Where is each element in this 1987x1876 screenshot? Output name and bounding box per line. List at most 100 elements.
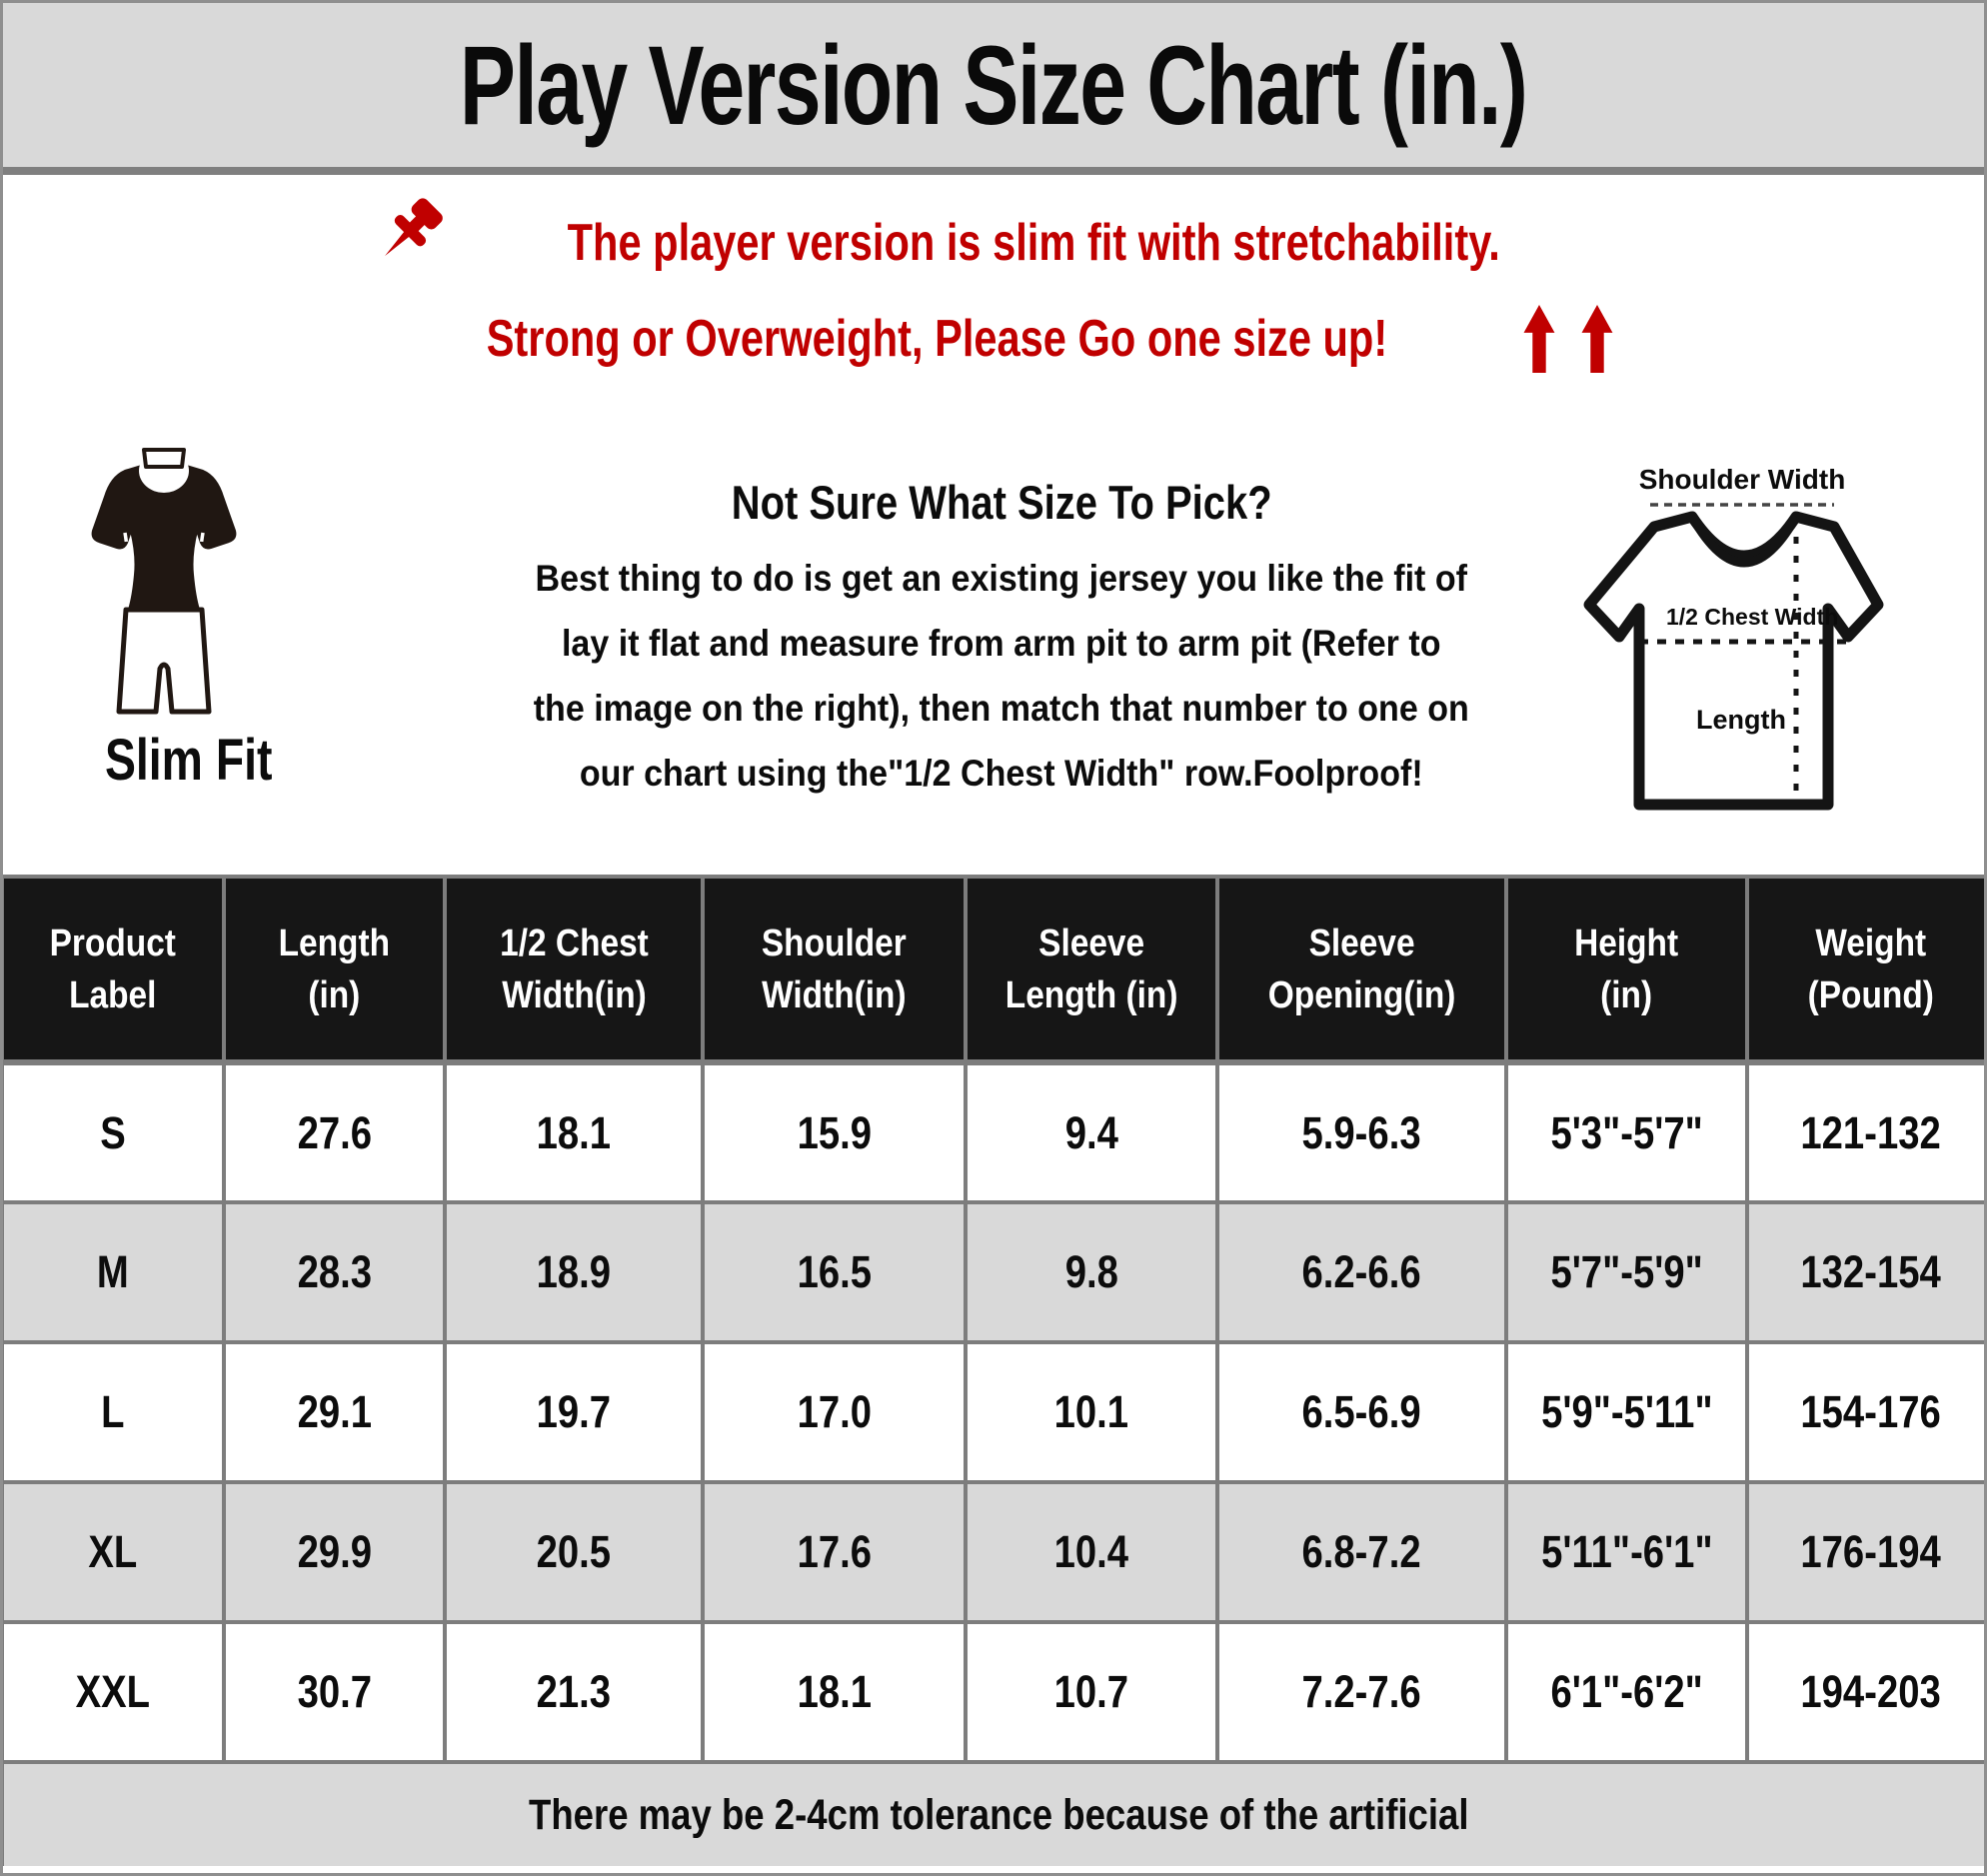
cell-shoulder: 17.6	[701, 1480, 968, 1624]
cell-weight: 194-203	[1745, 1620, 1984, 1764]
cell-weight: 132-154	[1745, 1200, 1984, 1344]
cell-text: 132-154	[1800, 1246, 1942, 1297]
cell-weight: 121-132	[1745, 1060, 1984, 1204]
cell-sleeve-length: 9.4	[964, 1060, 1219, 1204]
cell-size-label: XXL	[3, 1620, 226, 1764]
cell-sleeve-opening: 6.5-6.9	[1215, 1340, 1508, 1484]
cell-text: 10.1	[1053, 1386, 1129, 1437]
cell-text: 6.2-6.6	[1301, 1246, 1422, 1297]
column-header-text: Product Label	[49, 922, 177, 1016]
cell-length: 29.9	[222, 1480, 447, 1624]
column-header-text: Weight (Pound)	[1807, 922, 1935, 1016]
cell-text: 5'9"-5'11"	[1540, 1386, 1713, 1437]
cell-text: 28.3	[297, 1246, 372, 1297]
slim-fit-icon	[89, 447, 239, 722]
cell-text: 19.7	[536, 1386, 612, 1437]
cell-length: 29.1	[222, 1340, 447, 1484]
cell-height: 5'11"-6'1"	[1504, 1480, 1749, 1624]
column-header-text: Length (in)	[278, 922, 391, 1016]
notice-line-1-text: The player version is slim fit with stre…	[567, 213, 1500, 272]
slim-fit-label: Slim Fit	[39, 727, 339, 794]
cell-length: 30.7	[222, 1620, 447, 1764]
header-row: Product Label Length (in) 1/2 Chest Widt…	[3, 875, 1984, 1065]
cell-sleeve-opening: 7.2-7.6	[1215, 1620, 1508, 1764]
cell-half-chest: 20.5	[443, 1480, 705, 1624]
cell-text: XXL	[75, 1666, 151, 1717]
column-header-text: 1/2 Chest Width(in)	[499, 922, 649, 1016]
size-help-body: Best thing to do is get an existing jers…	[533, 558, 1470, 794]
cell-half-chest: 18.9	[443, 1200, 705, 1344]
cell-text: 18.1	[536, 1106, 612, 1158]
cell-text: 5'7"-5'9"	[1550, 1246, 1703, 1297]
up-arrows-icon	[1523, 305, 1613, 373]
notice-line-2-text: Strong or Overweight, Please Go one size…	[486, 310, 1387, 368]
cell-text: 10.7	[1053, 1666, 1129, 1717]
column-header-height: Height (in)	[1504, 875, 1749, 1065]
size-table: Product Label Length (in) 1/2 Chest Widt…	[3, 875, 1984, 1866]
column-header-half-chest-width: 1/2 Chest Width(in)	[443, 875, 705, 1065]
cell-text: 17.6	[797, 1526, 872, 1577]
cell-text: XL	[88, 1526, 138, 1577]
cell-shoulder: 15.9	[701, 1060, 968, 1204]
cell-height: 5'9"-5'11"	[1504, 1340, 1749, 1484]
cell-text: 5'11"-6'1"	[1540, 1526, 1713, 1577]
diagram-length-label: Length	[1696, 705, 1786, 735]
column-header-sleeve-length: Sleeve Length (in)	[964, 875, 1219, 1065]
cell-length: 28.3	[222, 1200, 447, 1344]
cell-text: M	[97, 1246, 129, 1297]
cell-text: 176-194	[1800, 1526, 1942, 1577]
cell-size-label: S	[3, 1060, 226, 1204]
info-section: The player version is slim fit with stre…	[3, 175, 1984, 875]
cell-text: 29.1	[297, 1386, 372, 1437]
diagram-shoulder-label: Shoulder Width	[1639, 464, 1846, 495]
cell-sleeve-length: 10.4	[964, 1480, 1219, 1624]
cell-text: 5'3"-5'7"	[1550, 1106, 1703, 1158]
cell-text: 18.9	[536, 1246, 612, 1297]
table-row-size-m: M 28.3 18.9 16.5 9.8 6.2-6.6 5'7"-5'9" 1…	[3, 1200, 1984, 1344]
table-row-size-xxl: XXL 30.7 21.3 18.1 10.7 7.2-7.6 6'1"-6'2…	[3, 1620, 1984, 1764]
cell-shoulder: 18.1	[701, 1620, 968, 1764]
cell-sleeve-length: 9.8	[964, 1200, 1219, 1344]
column-header-text: Sleeve Opening(in)	[1267, 922, 1456, 1016]
cell-text: 20.5	[536, 1526, 612, 1577]
cell-text: 121-132	[1800, 1106, 1942, 1158]
cell-sleeve-opening: 6.8-7.2	[1215, 1480, 1508, 1624]
cell-shoulder: 17.0	[701, 1340, 968, 1484]
cell-half-chest: 19.7	[443, 1340, 705, 1484]
cell-text: S	[100, 1106, 126, 1158]
cell-text: 15.9	[797, 1106, 872, 1158]
cell-height: 6'1"-6'2"	[1504, 1620, 1749, 1764]
cell-size-label: M	[3, 1200, 226, 1344]
cell-sleeve-length: 10.7	[964, 1620, 1219, 1764]
cell-text: 18.1	[797, 1666, 872, 1717]
table-footer-row: There may be 2-4cm tolerance because of …	[3, 1760, 1984, 1866]
cell-shoulder: 16.5	[701, 1200, 968, 1344]
cell-weight: 176-194	[1745, 1480, 1984, 1624]
title-band: Play Version Size Chart (in.)	[3, 3, 1984, 175]
column-header-text: Sleeve Length (in)	[1004, 922, 1178, 1016]
tolerance-note-text: There may be 2-4cm tolerance because of …	[528, 1790, 1469, 1839]
cell-text: 16.5	[797, 1246, 872, 1297]
cell-height: 5'7"-5'9"	[1504, 1200, 1749, 1344]
cell-sleeve-length: 10.1	[964, 1340, 1219, 1484]
cell-text: 27.6	[297, 1106, 372, 1158]
cell-half-chest: 18.1	[443, 1060, 705, 1204]
cell-text: 30.7	[297, 1666, 372, 1717]
cell-text: 21.3	[536, 1666, 612, 1717]
column-header-weight: Weight (Pound)	[1745, 875, 1984, 1065]
cell-text: 154-176	[1800, 1386, 1942, 1437]
column-header-shoulder-width: Shoulder Width(in)	[701, 875, 968, 1065]
cell-length: 27.6	[222, 1060, 447, 1204]
pushpin-icon	[371, 197, 449, 288]
table-row-size-s: S 27.6 18.1 15.9 9.4 5.9-6.3 5'3"-5'7" 1…	[3, 1060, 1984, 1204]
size-help-block: Not Sure What Size To Pick? Best thing t…	[417, 475, 1586, 806]
column-header-length: Length (in)	[222, 875, 447, 1065]
cell-text: 194-203	[1800, 1666, 1942, 1717]
cell-text: 6'1"-6'2"	[1550, 1666, 1703, 1717]
notice-line-1: The player version is slim fit with stre…	[3, 197, 1984, 288]
page-title: Play Version Size Chart (in.)	[282, 21, 1704, 150]
cell-weight: 154-176	[1745, 1340, 1984, 1484]
tshirt-measure-diagram: Shoulder Width 1/2 Chest Width Length	[1582, 437, 1982, 872]
cell-text: 7.2-7.6	[1301, 1666, 1422, 1717]
